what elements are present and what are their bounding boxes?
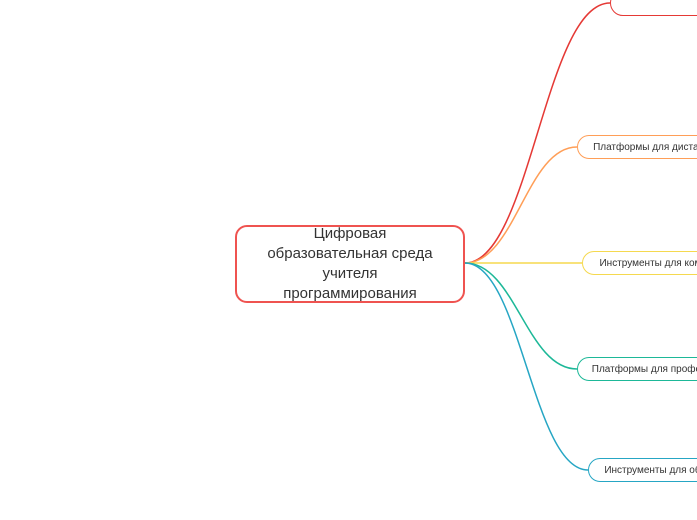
- mindmap-canvas: Цифровая образовательная среда учителя п…: [0, 0, 697, 520]
- connector-3: [465, 263, 577, 369]
- child-node-0[interactable]: [610, 0, 697, 16]
- connector-4: [465, 263, 588, 470]
- child-node-1[interactable]: Платформы для дистанцио: [577, 135, 697, 159]
- central-node[interactable]: Цифровая образовательная среда учителя п…: [235, 225, 465, 303]
- child-node-2[interactable]: Инструменты для коммуни: [582, 251, 697, 275]
- child-node-4[interactable]: Инструменты для обучен: [588, 458, 697, 482]
- connector-1: [465, 147, 577, 263]
- connector-0: [465, 3, 610, 263]
- child-node-3[interactable]: Платформы для профессио: [577, 357, 697, 381]
